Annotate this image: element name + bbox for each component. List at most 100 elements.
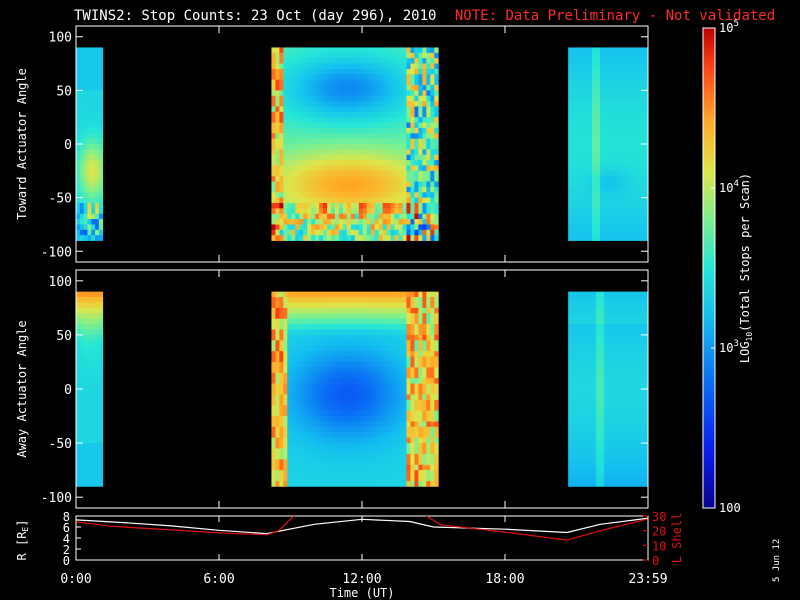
heatmap-cell bbox=[394, 165, 399, 172]
heatmap-cell bbox=[362, 117, 368, 123]
heatmap-cell bbox=[608, 52, 613, 59]
heatmap-cell bbox=[596, 74, 601, 81]
heatmap-cell bbox=[644, 361, 649, 368]
heatmap-cell bbox=[434, 416, 439, 422]
heatmap-cell bbox=[430, 170, 435, 177]
heatmap-cell bbox=[334, 291, 340, 298]
heatmap-cell bbox=[422, 480, 427, 487]
heatmap-cell bbox=[98, 324, 104, 330]
heatmap-cell bbox=[319, 63, 324, 70]
heatmap-cell bbox=[584, 426, 589, 433]
heatmap-cell bbox=[362, 224, 368, 231]
heatmap-cell bbox=[398, 138, 403, 145]
heatmap-cell bbox=[91, 85, 96, 91]
heatmap-cell bbox=[299, 394, 304, 401]
heatmap-cell bbox=[426, 372, 431, 379]
heatmap-cell bbox=[295, 345, 300, 352]
heatmap-cell bbox=[636, 421, 641, 428]
heatmap-cell bbox=[422, 421, 427, 428]
heatmap-cell bbox=[434, 144, 439, 150]
heatmap-cell bbox=[358, 399, 364, 406]
heatmap-cell bbox=[334, 197, 340, 204]
heatmap-cell bbox=[406, 208, 411, 215]
heatmap-cell bbox=[271, 235, 276, 241]
heatmap-cell bbox=[334, 421, 340, 428]
heatmap-cell bbox=[628, 399, 633, 406]
heatmap-cell bbox=[568, 224, 573, 231]
heatmap-cell bbox=[319, 297, 324, 303]
heatmap-cell bbox=[87, 160, 92, 166]
heatmap-cell bbox=[636, 224, 641, 231]
heatmap-cell bbox=[295, 229, 300, 236]
heatmap-cell bbox=[279, 399, 284, 406]
heatmap-cell bbox=[299, 297, 304, 303]
heatmap-cell bbox=[299, 453, 304, 460]
heatmap-cell bbox=[604, 334, 609, 341]
heatmap-cell bbox=[426, 416, 431, 422]
heatmap-cell bbox=[568, 208, 573, 215]
heatmap-cell bbox=[327, 361, 332, 368]
heatmap-cell bbox=[303, 307, 308, 314]
heatmap-cell bbox=[644, 127, 649, 134]
heatmap-cell bbox=[323, 165, 328, 172]
heatmap-cell bbox=[79, 421, 85, 428]
heatmap-cell bbox=[608, 318, 613, 325]
heatmap-cell bbox=[406, 165, 411, 172]
heatmap-cell bbox=[398, 90, 403, 97]
heatmap-cell bbox=[378, 117, 384, 123]
heatmap-cell bbox=[323, 394, 328, 401]
heatmap-cell bbox=[370, 101, 376, 107]
heatmap-cell bbox=[350, 448, 356, 455]
heatmap-cell bbox=[600, 437, 605, 444]
away-heatmap bbox=[76, 291, 649, 487]
heatmap-cell bbox=[98, 453, 104, 460]
heatmap-cell bbox=[390, 416, 395, 422]
heatmap-cell bbox=[79, 101, 85, 107]
heatmap-cell bbox=[307, 219, 312, 225]
heatmap-cell bbox=[620, 47, 625, 54]
heatmap-cell bbox=[76, 160, 81, 166]
heatmap-cell bbox=[291, 47, 296, 54]
chart-title-line: TWINS2: Stop Counts: 23 Oct (day 296), 2… bbox=[74, 8, 775, 24]
heatmap-cell bbox=[79, 63, 85, 70]
heatmap-cell bbox=[616, 464, 621, 471]
heatmap-cell bbox=[382, 52, 388, 59]
heatmap-cell bbox=[572, 448, 577, 455]
heatmap-cell bbox=[334, 165, 340, 172]
heatmap-cell bbox=[303, 149, 308, 156]
heatmap-cell bbox=[390, 421, 395, 428]
heatmap-cell bbox=[307, 437, 312, 444]
heatmap-cell bbox=[319, 203, 324, 209]
heatmap-cell bbox=[382, 144, 388, 150]
heatmap-cell bbox=[342, 459, 348, 466]
heatmap-cell bbox=[299, 351, 304, 357]
heatmap-cell bbox=[580, 138, 585, 145]
heatmap-cell bbox=[370, 437, 376, 444]
heatmap-cell bbox=[346, 432, 352, 439]
heatmap-cell bbox=[370, 405, 376, 412]
heatmap-cell bbox=[307, 480, 312, 487]
heatmap-cell bbox=[616, 318, 621, 325]
heatmap-cell bbox=[287, 470, 292, 476]
heatmap-cell bbox=[342, 63, 348, 70]
heatmap-cell bbox=[576, 291, 581, 298]
heatmap-cell bbox=[374, 192, 380, 199]
heatmap-cell bbox=[279, 426, 284, 433]
heatmap-cell bbox=[430, 58, 435, 64]
heatmap-cell bbox=[358, 307, 364, 314]
heatmap-cell bbox=[394, 47, 399, 54]
heatmap-cell bbox=[279, 302, 284, 309]
heatmap-cell bbox=[604, 378, 609, 384]
heatmap-cell bbox=[382, 361, 388, 368]
heatmap-cell bbox=[608, 399, 613, 406]
heatmap-cell bbox=[382, 160, 388, 166]
heatmap-cell bbox=[398, 416, 403, 422]
heatmap-cell bbox=[303, 432, 308, 439]
heatmap-cell bbox=[327, 475, 332, 482]
heatmap-cell bbox=[327, 176, 332, 182]
heatmap-cell bbox=[612, 340, 617, 347]
heatmap-cell bbox=[402, 181, 407, 188]
heatmap-cell bbox=[98, 378, 104, 384]
heatmap-cell bbox=[366, 58, 372, 64]
heatmap-cell bbox=[346, 470, 352, 476]
